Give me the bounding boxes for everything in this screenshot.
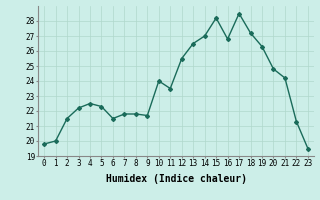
X-axis label: Humidex (Indice chaleur): Humidex (Indice chaleur) — [106, 174, 246, 184]
